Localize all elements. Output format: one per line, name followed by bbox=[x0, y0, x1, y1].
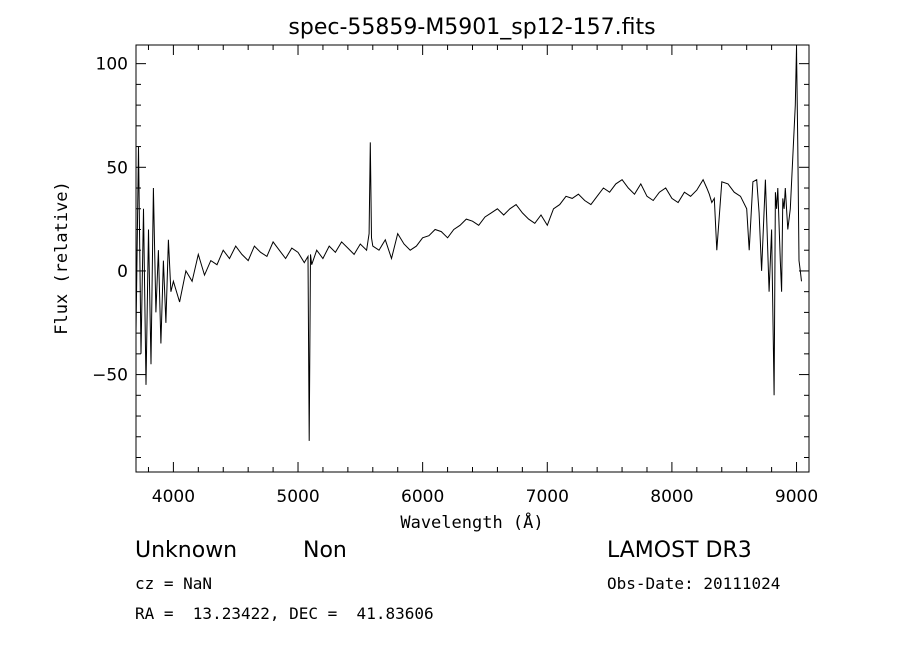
y-axis-label: Flux (relative) bbox=[52, 181, 72, 335]
x-tick-label: 8000 bbox=[650, 487, 693, 507]
x-axis-tick-labels: 4000 5000 6000 7000 8000 9000 bbox=[152, 487, 818, 507]
y-tick-label: 50 bbox=[106, 158, 128, 178]
chart-title: spec-55859-M5901_sp12-157.fits bbox=[288, 15, 655, 40]
x-tick-label: 4000 bbox=[152, 487, 195, 507]
x-tick-label: 6000 bbox=[401, 487, 444, 507]
x-tick-label: 5000 bbox=[276, 487, 319, 507]
x-axis-label: Wavelength (Å) bbox=[400, 511, 543, 533]
y-tick-label: −50 bbox=[92, 366, 128, 386]
x-axis-ticks bbox=[147, 45, 798, 472]
y-tick-label: 0 bbox=[117, 262, 128, 282]
x-tick-label: 7000 bbox=[526, 487, 569, 507]
y-axis-tick-labels: −50 0 50 100 bbox=[92, 55, 128, 386]
coordinates: RA = 13.23422, DEC = 41.83606 bbox=[135, 604, 434, 623]
redshift-cz: cz = NaN bbox=[135, 574, 213, 593]
spectrum-line bbox=[135, 47, 802, 441]
plot-frame bbox=[135, 44, 810, 473]
y-axis-ticks bbox=[136, 63, 809, 458]
obs-date: Obs-Date: 20111024 bbox=[607, 574, 781, 593]
object-subclass: Non bbox=[303, 538, 347, 563]
object-class: Unknown bbox=[135, 538, 238, 563]
survey-name: LAMOST DR3 bbox=[607, 538, 752, 563]
y-tick-label: 100 bbox=[96, 55, 128, 75]
x-tick-label: 9000 bbox=[775, 487, 818, 507]
